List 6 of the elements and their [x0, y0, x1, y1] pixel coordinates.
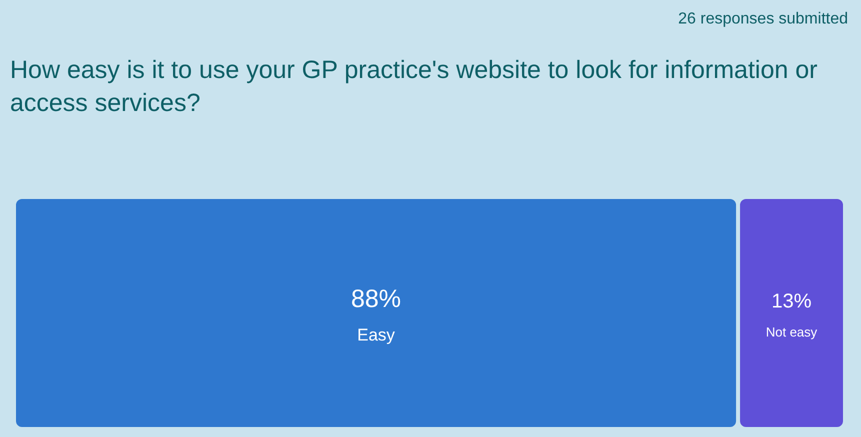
- data-label: 88%: [350, 284, 402, 313]
- series-label: Not easy: [766, 324, 818, 340]
- chart-title: How easy is it to use your GP practice's website to look for information or access services?: [10, 56, 818, 117]
- data-label: 13%: [772, 290, 812, 313]
- text: 26 responses submitted: [678, 10, 848, 28]
- series-label: Easy: [357, 326, 396, 345]
